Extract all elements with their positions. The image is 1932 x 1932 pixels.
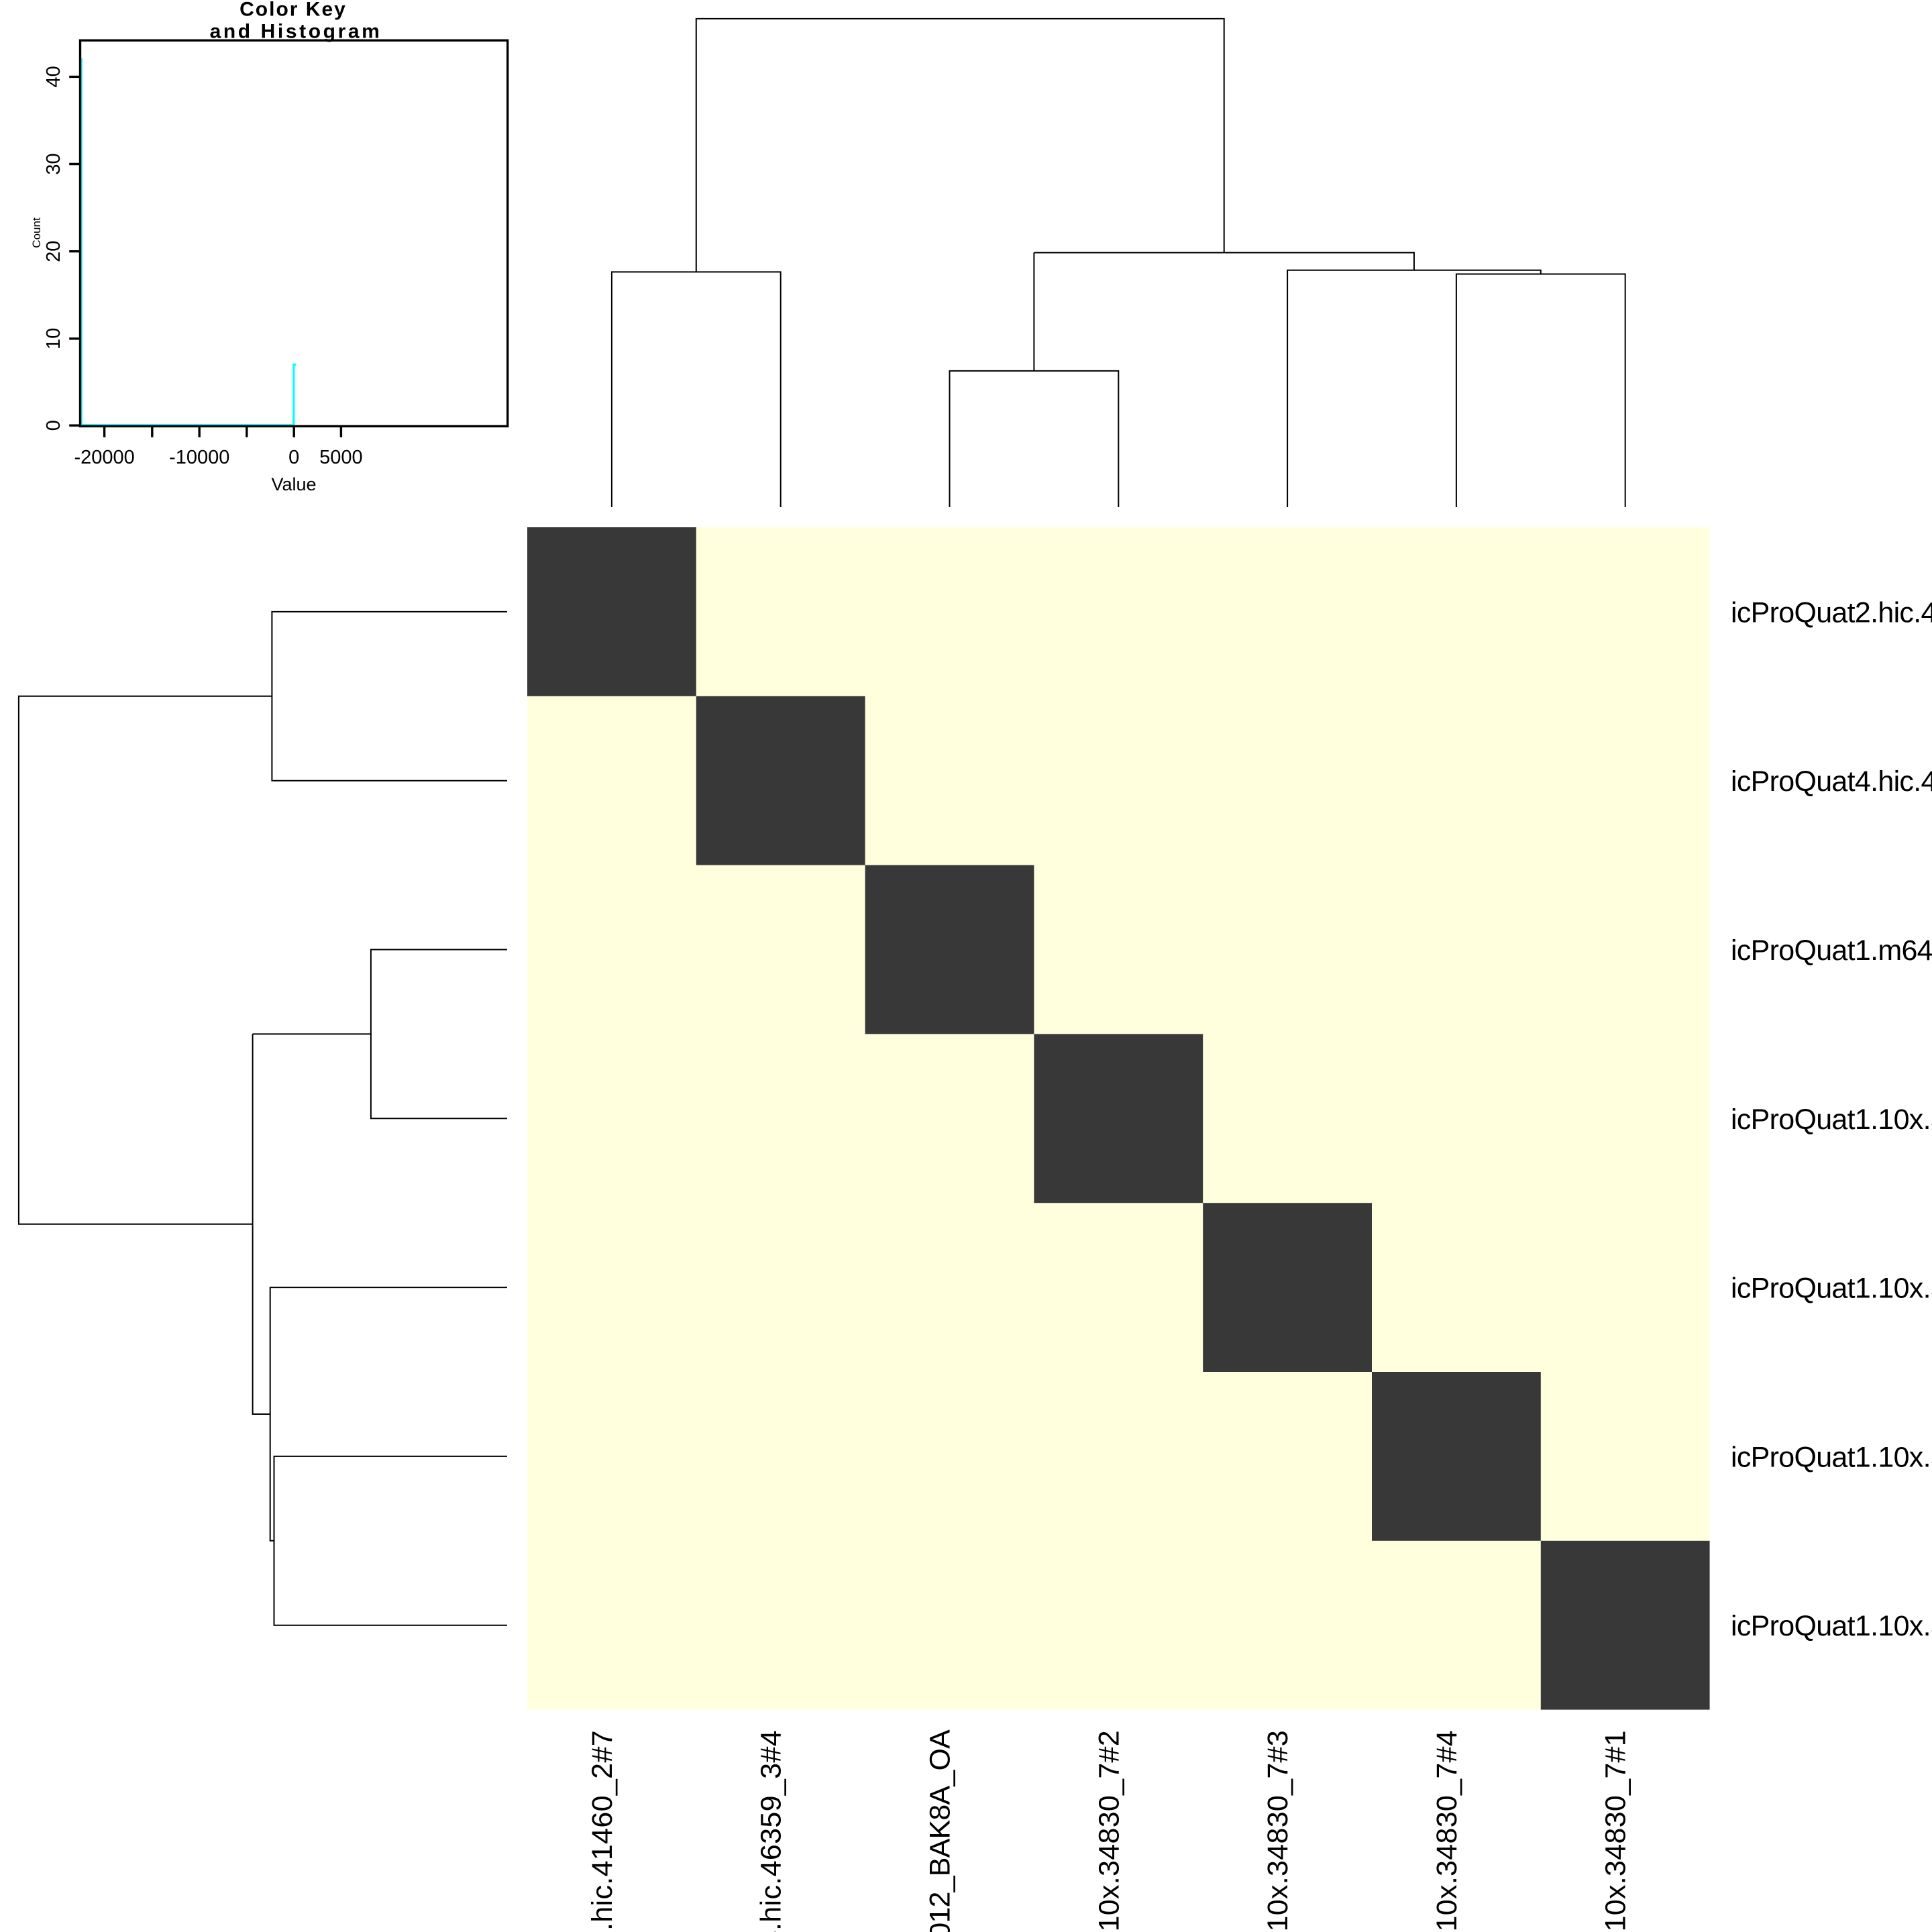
svg-text:40: 40 xyxy=(43,66,64,87)
svg-text:Color Key: Color Key xyxy=(239,0,347,20)
svg-text:Count: Count xyxy=(30,217,43,248)
svg-text:icProQuat2.hic.41460_2#7: icProQuat2.hic.41460_2#7 xyxy=(586,1730,619,1932)
svg-text:0: 0 xyxy=(288,447,299,468)
svg-text:icProQuat1.10x.34830_7#4: icProQuat1.10x.34830_7#4 xyxy=(1431,1730,1463,1932)
svg-text:icProQuat1.10x.34830_7#4: icProQuat1.10x.34830_7#4 xyxy=(1731,1441,1932,1473)
svg-text:icProQuat1.10x.34830_7#3: icProQuat1.10x.34830_7#3 xyxy=(1262,1730,1294,1932)
svg-text:icProQuat1.m64012_BAK8A_OA: icProQuat1.m64012_BAK8A_OA xyxy=(1731,934,1932,967)
svg-text:icProQuat1.10x.34830_7#1: icProQuat1.10x.34830_7#1 xyxy=(1600,1730,1632,1932)
svg-text:icProQuat4.hic.46359_3#4: icProQuat4.hic.46359_3#4 xyxy=(755,1730,788,1932)
svg-text:icProQuat1.10x.34830_7#3: icProQuat1.10x.34830_7#3 xyxy=(1731,1273,1932,1305)
svg-text:icProQuat2.hic.41460_2#7: icProQuat2.hic.41460_2#7 xyxy=(1731,596,1932,629)
svg-text:icProQuat4.hic.46359_3#4: icProQuat4.hic.46359_3#4 xyxy=(1731,765,1932,798)
svg-text:and Histogram: and Histogram xyxy=(210,20,382,42)
svg-text:10: 10 xyxy=(43,328,64,350)
svg-text:-10000: -10000 xyxy=(169,447,229,468)
svg-text:icProQuat1.10x.34830_7#2: icProQuat1.10x.34830_7#2 xyxy=(1731,1104,1932,1136)
svg-text:icProQuat1.m64012_BAK8A_OA: icProQuat1.m64012_BAK8A_OA xyxy=(924,1729,957,1932)
svg-text:-20000: -20000 xyxy=(74,447,134,468)
svg-text:Value: Value xyxy=(271,474,316,494)
svg-text:0: 0 xyxy=(43,420,64,431)
svg-text:30: 30 xyxy=(43,153,64,174)
svg-text:icProQuat1.10x.34830_7#2: icProQuat1.10x.34830_7#2 xyxy=(1093,1730,1125,1932)
svg-text:5000: 5000 xyxy=(319,447,363,468)
svg-text:icProQuat1.10x.34830_7#1: icProQuat1.10x.34830_7#1 xyxy=(1731,1610,1932,1642)
svg-text:20: 20 xyxy=(43,241,64,262)
